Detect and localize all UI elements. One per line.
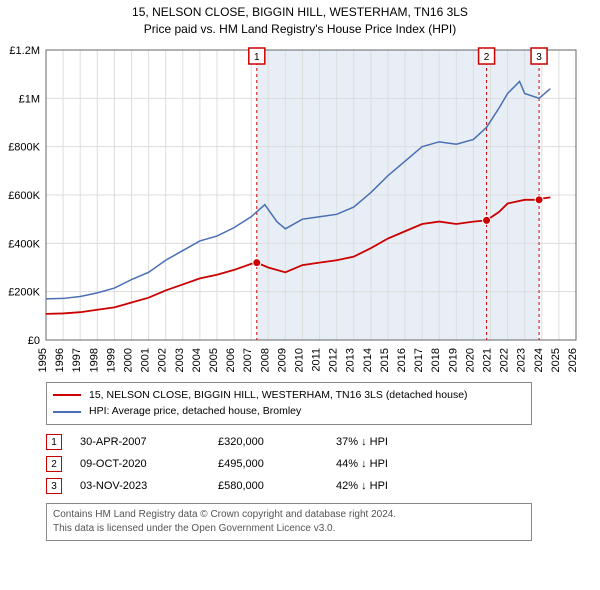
- svg-text:2022: 2022: [499, 348, 511, 372]
- legend-swatch: [53, 411, 81, 413]
- svg-text:2008: 2008: [259, 348, 271, 372]
- svg-text:2020: 2020: [464, 348, 476, 372]
- svg-text:3: 3: [536, 52, 542, 63]
- svg-text:2015: 2015: [379, 348, 391, 372]
- svg-text:£1.2M: £1.2M: [9, 45, 40, 57]
- svg-text:2003: 2003: [174, 348, 186, 372]
- svg-text:2023: 2023: [516, 348, 528, 372]
- svg-text:1997: 1997: [71, 348, 83, 372]
- title-line-2: Price paid vs. HM Land Registry's House …: [4, 21, 596, 38]
- event-row: 1 30-APR-2007 £320,000 37% ↓ HPI: [46, 431, 532, 453]
- svg-text:2025: 2025: [550, 348, 562, 372]
- svg-text:2002: 2002: [157, 348, 169, 372]
- svg-text:1999: 1999: [105, 348, 117, 372]
- svg-text:1995: 1995: [37, 348, 49, 372]
- event-row: 2 09-OCT-2020 £495,000 44% ↓ HPI: [46, 453, 532, 475]
- svg-text:2026: 2026: [567, 348, 579, 372]
- svg-text:2007: 2007: [242, 348, 254, 372]
- svg-text:2018: 2018: [430, 348, 442, 372]
- svg-text:1: 1: [254, 52, 260, 63]
- line-chart: £0 £200K £400K £600K £800K £1M £1.2M 1995 1996 19…: [4, 42, 588, 372]
- svg-text:2001: 2001: [140, 348, 152, 372]
- svg-text:2000: 2000: [122, 348, 134, 372]
- event-delta: 37% ↓ HPI: [336, 436, 436, 448]
- svg-text:2006: 2006: [225, 348, 237, 372]
- event-delta: 44% ↓ HPI: [336, 458, 436, 470]
- attribution-line: This data is licensed under the Open Gov…: [53, 522, 525, 536]
- svg-text:£1M: £1M: [19, 93, 40, 105]
- attribution-line: Contains HM Land Registry data © Crown c…: [53, 508, 525, 522]
- chart-area: £0 £200K £400K £600K £800K £1M £1.2M 1995 1996 19…: [4, 42, 596, 372]
- event-date: 09-OCT-2020: [80, 458, 200, 470]
- svg-text:2017: 2017: [413, 348, 425, 372]
- svg-text:2012: 2012: [328, 348, 340, 372]
- svg-text:£200K: £200K: [8, 286, 40, 298]
- event-date: 03-NOV-2023: [80, 480, 200, 492]
- svg-text:£0: £0: [28, 335, 40, 347]
- legend-row: HPI: Average price, detached house, Brom…: [53, 403, 525, 420]
- svg-text:2004: 2004: [191, 348, 203, 372]
- legend: 15, NELSON CLOSE, BIGGIN HILL, WESTERHAM…: [46, 382, 532, 426]
- legend-label: 15, NELSON CLOSE, BIGGIN HILL, WESTERHAM…: [89, 387, 468, 404]
- svg-text:2024: 2024: [533, 348, 545, 372]
- svg-text:2019: 2019: [447, 348, 459, 372]
- attribution: Contains HM Land Registry data © Crown c…: [46, 503, 532, 541]
- legend-label: HPI: Average price, detached house, Brom…: [89, 403, 301, 420]
- svg-text:£800K: £800K: [8, 141, 40, 153]
- title-line-1: 15, NELSON CLOSE, BIGGIN HILL, WESTERHAM…: [4, 4, 596, 21]
- event-badge: 3: [46, 478, 62, 494]
- svg-text:2010: 2010: [293, 348, 305, 372]
- event-price: £320,000: [218, 436, 318, 448]
- chart-title-block: 15, NELSON CLOSE, BIGGIN HILL, WESTERHAM…: [4, 4, 596, 38]
- event-price: £580,000: [218, 480, 318, 492]
- svg-text:1998: 1998: [88, 348, 100, 372]
- event-badge: 2: [46, 456, 62, 472]
- event-row: 3 03-NOV-2023 £580,000 42% ↓ HPI: [46, 475, 532, 497]
- svg-text:2013: 2013: [345, 348, 357, 372]
- event-date: 30-APR-2007: [80, 436, 200, 448]
- event-delta: 42% ↓ HPI: [336, 480, 436, 492]
- svg-text:2: 2: [484, 52, 490, 63]
- svg-text:2011: 2011: [311, 348, 323, 372]
- events-table: 1 30-APR-2007 £320,000 37% ↓ HPI 2 09-OCT-202…: [46, 431, 532, 497]
- svg-text:2014: 2014: [362, 348, 374, 372]
- legend-row: 15, NELSON CLOSE, BIGGIN HILL, WESTERHAM…: [53, 387, 525, 404]
- svg-text:£600K: £600K: [8, 190, 40, 202]
- event-price: £495,000: [218, 458, 318, 470]
- svg-text:2016: 2016: [396, 348, 408, 372]
- svg-text:1996: 1996: [54, 348, 66, 372]
- event-badge: 1: [46, 434, 62, 450]
- svg-text:£400K: £400K: [8, 238, 40, 250]
- svg-text:2021: 2021: [482, 348, 494, 372]
- legend-swatch: [53, 394, 81, 396]
- svg-text:2009: 2009: [276, 348, 288, 372]
- svg-text:2005: 2005: [208, 348, 220, 372]
